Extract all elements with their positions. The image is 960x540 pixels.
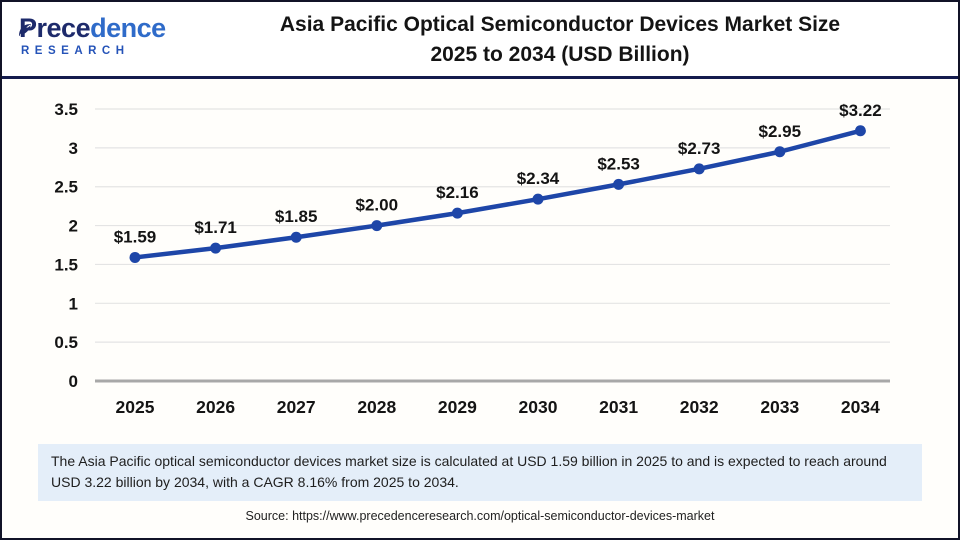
data-label-2027: $1.85	[275, 207, 318, 226]
y-tick-label: 0	[69, 372, 78, 391]
x-tick-label-2025: 2025	[116, 397, 155, 417]
data-label-2034: $3.22	[839, 101, 882, 120]
data-label-2026: $1.71	[194, 218, 237, 237]
data-point-2026	[210, 242, 222, 254]
y-tick-label: 0.5	[54, 333, 78, 352]
logo-text-dark: Prece	[19, 13, 91, 43]
data-point-2031	[613, 178, 625, 190]
data-point-2033	[774, 146, 786, 158]
x-tick-label-2030: 2030	[519, 397, 558, 417]
x-tick-label-2027: 2027	[277, 397, 316, 417]
y-tick-label: 3.5	[54, 100, 78, 119]
y-tick-label: 3	[69, 139, 78, 158]
series-line	[132, 128, 863, 260]
x-tick-label-2031: 2031	[599, 397, 638, 417]
x-tick-label-2032: 2032	[680, 397, 719, 417]
x-tick-label-2034: 2034	[841, 397, 880, 417]
precedence-research-logo: Precedence RESEARCH	[18, 15, 166, 58]
data-point-2028	[371, 220, 383, 232]
y-tick-label: 1.5	[54, 255, 78, 274]
data-point-2029	[451, 207, 463, 219]
logo-brand-text: Precedence	[18, 15, 166, 42]
logo-text-light: dence	[90, 13, 166, 43]
summary-text: The Asia Pacific optical semiconductor d…	[51, 453, 887, 491]
chart-title: Asia Pacific Optical Semiconductor Devic…	[162, 10, 958, 70]
logo-subtitle: RESEARCH	[21, 45, 130, 57]
data-label-2030: $2.34	[517, 169, 560, 188]
data-point-2025	[129, 251, 141, 263]
data-label-2025: $1.59	[114, 227, 157, 246]
data-point-2032	[693, 163, 705, 175]
data-label-2029: $2.16	[436, 183, 479, 202]
data-label-2028: $2.00	[356, 196, 399, 215]
data-point-2027	[290, 231, 302, 243]
data-label-2033: $2.95	[759, 122, 802, 141]
x-tick-label-2029: 2029	[438, 397, 477, 417]
data-label-2032: $2.73	[678, 139, 721, 158]
summary-box: The Asia Pacific optical semiconductor d…	[38, 444, 922, 501]
data-point-2034	[854, 125, 866, 137]
header: Precedence RESEARCH Asia Pacific Optical…	[2, 2, 958, 79]
chart-title-line2: 2025 to 2034 (USD Billion)	[430, 42, 690, 66]
x-tick-label-2033: 2033	[760, 397, 799, 417]
chart-title-line1: Asia Pacific Optical Semiconductor Devic…	[279, 13, 841, 36]
data-point-2030	[532, 193, 544, 205]
data-label-2031: $2.53	[597, 154, 640, 173]
chart-area: 0 0.5 1 1.5 2 2.5 3 3.5 2025 2026 2027 2028 2029 2030…	[2, 79, 958, 436]
y-tick-label: 2	[69, 217, 78, 236]
y-tick-label: 1	[69, 294, 78, 313]
leaf-icon	[18, 15, 32, 42]
x-tick-label-2028: 2028	[357, 397, 396, 417]
y-tick-label: 2.5	[54, 178, 78, 197]
line-chart: 0 0.5 1 1.5 2 2.5 3 3.5 2025 2026 2027 2028 2029 2030…	[54, 100, 890, 417]
x-tick-label-2026: 2026	[196, 397, 235, 417]
source-text: Source: https://www.precedenceresearch.c…	[245, 508, 715, 523]
